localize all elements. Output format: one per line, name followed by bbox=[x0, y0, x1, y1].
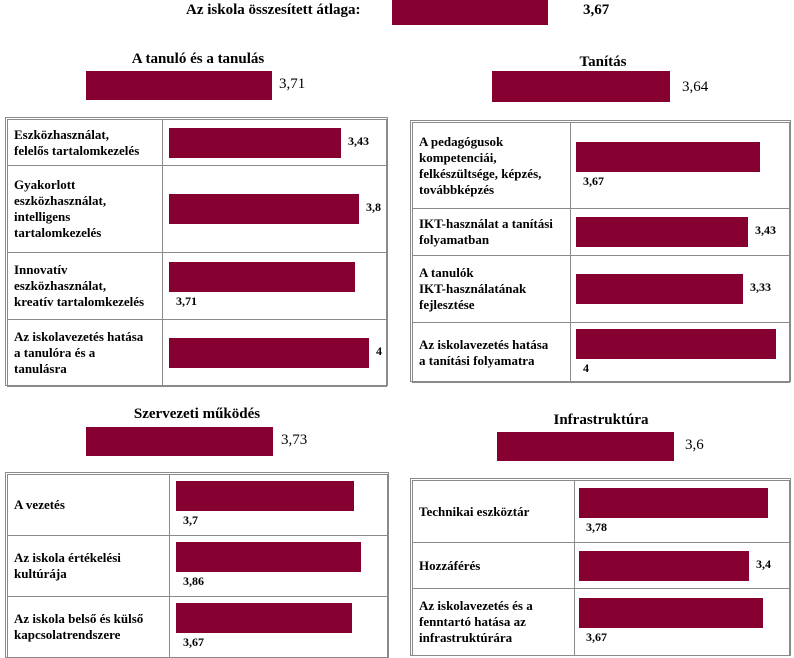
table-row: A pedagógusok kompetenciái, felkészültsége… bbox=[412, 122, 790, 209]
value-bar bbox=[176, 481, 354, 511]
value-label: 3,67 bbox=[583, 174, 604, 188]
table-row: Innovatív eszközhasználat, kreatív tartalo… bbox=[7, 252, 387, 320]
table-row: Az iskola belső és külső kapcsolatrendsze… bbox=[7, 596, 388, 658]
table-row: Az iskolavezetés és a fenntartó hatása az… bbox=[412, 588, 790, 656]
value-bar bbox=[579, 598, 763, 628]
value-label: 3,86 bbox=[183, 574, 204, 588]
value-label: 3,71 bbox=[176, 294, 197, 308]
overall-value: 3,67 bbox=[583, 2, 610, 18]
row-bar-cell: 3,78 bbox=[574, 480, 790, 543]
row-label: Az iskolavezetés hatása a tanítási folyam… bbox=[412, 322, 571, 383]
table-row: Az iskola értékelési kultúrája 3,86 bbox=[7, 535, 388, 597]
value-bar bbox=[169, 338, 369, 368]
value-bar bbox=[169, 262, 355, 292]
row-bar-cell: 3,4 bbox=[574, 542, 790, 589]
row-bar-cell: 4 bbox=[570, 322, 790, 383]
table-row: A vezetés 3,7 bbox=[7, 474, 388, 536]
row-bar-cell: 3,43 bbox=[570, 208, 790, 256]
value-bar bbox=[176, 603, 352, 633]
section-table: A pedagógusok kompetenciái, felkészültsége… bbox=[412, 122, 790, 383]
row-bar-cell: 3,71 bbox=[162, 252, 387, 320]
section-average-bar bbox=[86, 71, 272, 100]
table-row: Technikai eszköztár 3,78 bbox=[412, 480, 790, 543]
table-row: Eszközhasználat, felelős tartalomkezelés 3… bbox=[7, 119, 387, 166]
value-label: 3,43 bbox=[348, 134, 369, 148]
table-row: A tanulók IKT-használatának fejlesztése 3,3… bbox=[412, 255, 790, 323]
section-average-value: 3,64 bbox=[682, 79, 709, 95]
section-table: Technikai eszköztár 3,78 Hozzáférés 3,4 Az i… bbox=[412, 480, 790, 656]
row-bar-cell: 3,8 bbox=[162, 165, 387, 253]
value-bar bbox=[576, 329, 776, 359]
value-label: 4 bbox=[376, 344, 382, 358]
value-label: 4 bbox=[583, 361, 589, 375]
row-bar-cell: 3,67 bbox=[570, 122, 790, 209]
table-row: Az iskolavezetés hatása a tanulóra és a ta… bbox=[7, 319, 387, 387]
row-bar-cell: 3,86 bbox=[169, 535, 388, 597]
value-label: 3,4 bbox=[756, 557, 771, 571]
value-label: 3,7 bbox=[183, 513, 198, 527]
value-label: 3,43 bbox=[755, 223, 776, 237]
row-label: Az iskolavezetés és a fenntartó hatása az… bbox=[412, 588, 575, 656]
row-label: Gyakorlott eszközhasználat, intelligens tar… bbox=[7, 165, 163, 253]
value-bar bbox=[579, 551, 749, 581]
value-label: 3,78 bbox=[586, 520, 607, 534]
value-label: 3,33 bbox=[750, 280, 771, 294]
row-label: A pedagógusok kompetenciái, felkészültsége… bbox=[412, 122, 571, 209]
row-label: Eszközhasználat, felelős tartalomkezelés bbox=[7, 119, 163, 166]
row-label: A tanulók IKT-használatának fejlesztése bbox=[412, 255, 571, 323]
value-bar bbox=[576, 217, 748, 247]
table-row: Hozzáférés 3,4 bbox=[412, 542, 790, 589]
table-row: Gyakorlott eszközhasználat, intelligens tar… bbox=[7, 165, 387, 253]
overall-label: Az iskola összesített átlaga: bbox=[186, 2, 361, 18]
section-average-value: 3,71 bbox=[279, 76, 306, 92]
value-bar bbox=[169, 194, 359, 224]
row-label: Technikai eszköztár bbox=[412, 480, 575, 543]
value-label: 3,67 bbox=[586, 630, 607, 644]
section-table: A vezetés 3,7 Az iskola értékelési kultúráj… bbox=[7, 474, 388, 658]
value-bar bbox=[169, 128, 341, 158]
value-bar bbox=[576, 274, 743, 304]
row-label: A vezetés bbox=[7, 474, 170, 536]
row-bar-cell: 3,33 bbox=[570, 255, 790, 323]
section-title: Szervezeti működés bbox=[133, 406, 261, 422]
row-bar-cell: 3,67 bbox=[169, 596, 388, 658]
row-label: Az iskolavezetés hatása a tanulóra és a ta… bbox=[7, 319, 163, 387]
section-title: A tanuló és a tanulás bbox=[131, 51, 265, 67]
value-bar bbox=[576, 142, 760, 172]
table-row: IKT-használat a tanítási folyamatban 3,43 bbox=[412, 208, 790, 256]
row-label: Hozzáférés bbox=[412, 542, 575, 589]
overall-bar bbox=[392, 0, 548, 25]
section-average-bar bbox=[492, 71, 670, 102]
section-title: Tanítás bbox=[579, 54, 627, 70]
value-bar bbox=[579, 488, 768, 518]
row-label: Az iskola értékelési kultúrája bbox=[7, 535, 170, 597]
row-bar-cell: 3,67 bbox=[574, 588, 790, 656]
value-bar bbox=[176, 542, 361, 572]
row-label: Innovatív eszközhasználat, kreatív tartalo… bbox=[7, 252, 163, 320]
row-bar-cell: 4 bbox=[162, 319, 387, 387]
row-label: Az iskola belső és külső kapcsolatrendsze… bbox=[7, 596, 170, 658]
value-label: 3,67 bbox=[183, 635, 204, 649]
table-row: Az iskolavezetés hatása a tanítási folyam… bbox=[412, 322, 790, 383]
value-label: 3,8 bbox=[366, 200, 381, 214]
section-average-value: 3,6 bbox=[685, 437, 704, 453]
section-average-bar bbox=[86, 427, 273, 456]
section-average-value: 3,73 bbox=[281, 432, 308, 448]
section-title: Infrastruktúra bbox=[553, 412, 649, 428]
row-label: IKT-használat a tanítási folyamatban bbox=[412, 208, 571, 256]
section-average-bar bbox=[497, 432, 674, 461]
row-bar-cell: 3,43 bbox=[162, 119, 387, 166]
row-bar-cell: 3,7 bbox=[169, 474, 388, 536]
section-table: Eszközhasználat, felelős tartalomkezelés 3… bbox=[7, 119, 387, 387]
